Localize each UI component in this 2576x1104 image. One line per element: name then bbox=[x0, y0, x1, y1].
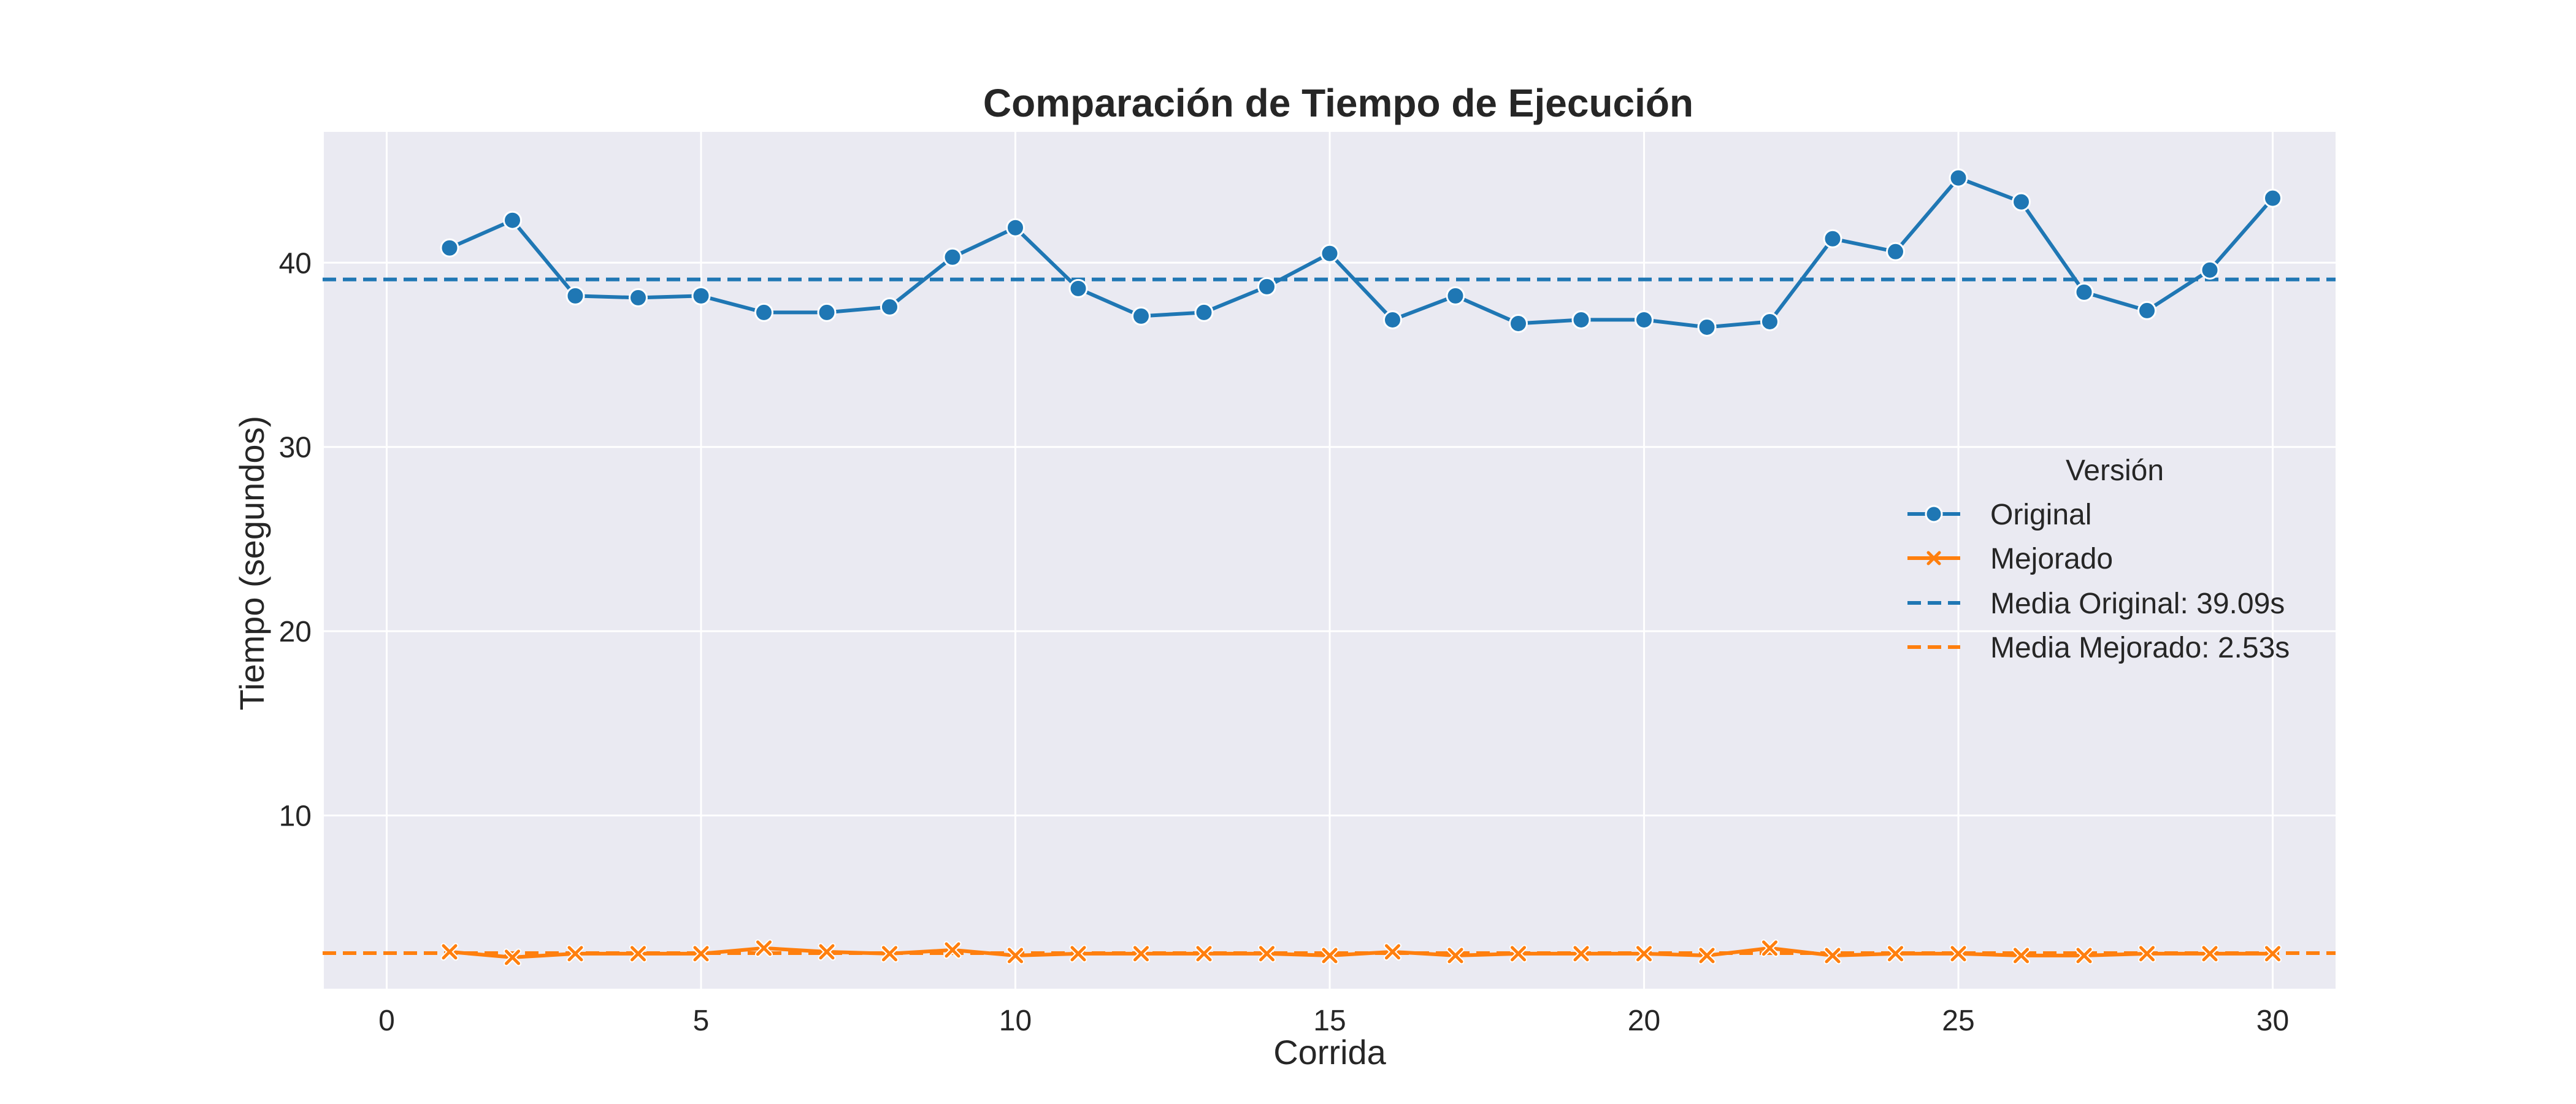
legend-title: Versión bbox=[2066, 454, 2164, 487]
point-original bbox=[503, 210, 522, 230]
point-original bbox=[1697, 317, 1717, 337]
point-mejorado bbox=[943, 941, 962, 959]
point-original bbox=[1635, 310, 1654, 329]
point-mejorado bbox=[692, 945, 710, 963]
point-mejorado bbox=[1258, 945, 1276, 963]
point-original bbox=[2137, 301, 2156, 320]
chart-title: Comparación de Tiempo de Ejecución bbox=[983, 81, 1693, 125]
y-axis-label: Tiempo (segundos) bbox=[232, 416, 271, 710]
y-tick-label: 40 bbox=[279, 247, 312, 280]
point-original bbox=[1132, 306, 1151, 326]
point-mejorado bbox=[1321, 946, 1339, 965]
point-original bbox=[1383, 310, 1402, 329]
point-mejorado bbox=[1887, 945, 1904, 963]
x-tick-label: 20 bbox=[1628, 1005, 1660, 1037]
point-original bbox=[1194, 302, 1214, 322]
point-original bbox=[1886, 242, 1905, 261]
point-original bbox=[1509, 313, 1528, 333]
point-mejorado bbox=[1132, 945, 1150, 963]
point-original bbox=[691, 286, 711, 305]
point-mejorado bbox=[1195, 945, 1213, 963]
point-mejorado bbox=[1949, 945, 1968, 963]
point-original bbox=[1571, 310, 1591, 329]
point-original bbox=[943, 247, 962, 267]
point-original bbox=[2200, 260, 2220, 280]
point-mejorado bbox=[755, 939, 773, 957]
point-original bbox=[1446, 286, 1465, 305]
point-mejorado bbox=[629, 945, 647, 963]
point-mejorado bbox=[1509, 945, 1527, 963]
legend-label: Media Mejorado: 2.53s bbox=[1990, 632, 2290, 664]
x-tick-label: 15 bbox=[1313, 1005, 1346, 1037]
point-mejorado bbox=[1384, 943, 1401, 961]
point-mejorado bbox=[1069, 945, 1087, 963]
x-tick-label: 10 bbox=[999, 1005, 1032, 1037]
series-line-original bbox=[448, 176, 2274, 329]
x-tick-label: 0 bbox=[378, 1005, 395, 1037]
x-tick-label: 5 bbox=[693, 1005, 710, 1037]
point-mejorado bbox=[2264, 945, 2282, 963]
point-original bbox=[1823, 229, 1842, 248]
point-mejorado bbox=[2075, 946, 2093, 965]
point-original bbox=[1068, 278, 1088, 298]
x-axis-label: Corrida bbox=[1273, 1033, 1386, 1071]
point-mejorado bbox=[504, 948, 521, 967]
point-original bbox=[1760, 312, 1779, 331]
point-mejorado bbox=[818, 943, 836, 961]
point-original bbox=[440, 238, 459, 258]
point-mejorado bbox=[1635, 945, 1653, 963]
legend-label: Original bbox=[1990, 499, 2091, 531]
point-mejorado bbox=[566, 945, 585, 963]
legend-marker-x bbox=[1926, 551, 1941, 565]
series-line-mejorado bbox=[449, 946, 2273, 959]
legend-label: Media Original: 39.09s bbox=[1990, 588, 2285, 620]
point-original bbox=[754, 302, 773, 322]
point-original bbox=[1257, 277, 1276, 296]
point-original bbox=[2012, 192, 2031, 212]
point-mejorado bbox=[1823, 946, 1842, 965]
x-tick-label: 30 bbox=[2256, 1005, 2289, 1037]
point-original bbox=[1006, 218, 1025, 237]
y-tick-label: 10 bbox=[279, 800, 312, 833]
y-tick-label: 30 bbox=[279, 432, 312, 464]
point-mejorado bbox=[1698, 946, 1716, 965]
point-mejorado bbox=[881, 945, 899, 963]
point-original bbox=[1949, 168, 1968, 188]
point-original bbox=[629, 288, 648, 307]
point-mejorado bbox=[1572, 945, 1590, 963]
legend-label: Mejorado bbox=[1990, 543, 2113, 575]
point-mejorado bbox=[440, 943, 459, 961]
point-mejorado bbox=[2012, 946, 2030, 965]
point-mejorado bbox=[1006, 946, 1024, 965]
legend-marker-circle bbox=[1925, 505, 1943, 523]
point-mejorado bbox=[2201, 945, 2219, 963]
legend: Versión Original Mejorado Media Original: 3… bbox=[1907, 454, 2290, 664]
point-original bbox=[1320, 243, 1340, 263]
point-original bbox=[2074, 282, 2094, 302]
point-original bbox=[2263, 188, 2282, 208]
y-tick-label: 20 bbox=[279, 616, 312, 648]
point-original bbox=[565, 286, 585, 305]
x-tick-label: 25 bbox=[1942, 1005, 1974, 1037]
point-mejorado bbox=[1761, 939, 1779, 957]
point-original bbox=[880, 297, 899, 316]
point-mejorado bbox=[2138, 945, 2156, 963]
point-original bbox=[817, 302, 837, 322]
point-mejorado bbox=[1446, 946, 1465, 965]
